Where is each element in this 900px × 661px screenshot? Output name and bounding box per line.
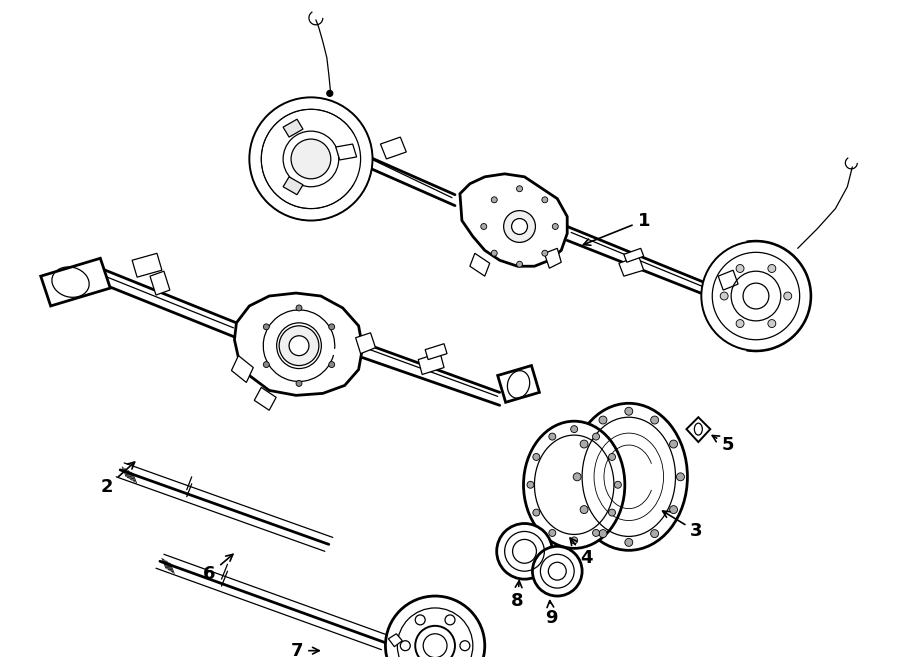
- Polygon shape: [336, 144, 356, 160]
- Circle shape: [289, 336, 309, 356]
- Circle shape: [549, 433, 556, 440]
- Circle shape: [768, 264, 776, 272]
- Text: 7: 7: [291, 642, 319, 660]
- Circle shape: [517, 261, 523, 267]
- Circle shape: [580, 440, 588, 448]
- Polygon shape: [470, 253, 490, 276]
- Circle shape: [415, 615, 425, 625]
- Polygon shape: [234, 293, 363, 395]
- Polygon shape: [687, 417, 710, 442]
- Text: 1: 1: [583, 212, 650, 245]
- Text: 5: 5: [712, 436, 734, 454]
- Circle shape: [460, 641, 470, 650]
- Circle shape: [385, 596, 485, 661]
- Text: 3: 3: [662, 511, 703, 541]
- Circle shape: [599, 529, 607, 537]
- Polygon shape: [132, 253, 162, 277]
- Polygon shape: [150, 271, 170, 295]
- Polygon shape: [460, 174, 567, 266]
- Circle shape: [400, 641, 410, 650]
- Circle shape: [701, 241, 811, 351]
- Polygon shape: [418, 353, 444, 375]
- Circle shape: [599, 416, 607, 424]
- Circle shape: [327, 91, 333, 97]
- Circle shape: [736, 264, 744, 272]
- Circle shape: [571, 426, 578, 432]
- Polygon shape: [619, 256, 644, 276]
- Circle shape: [670, 506, 678, 514]
- Circle shape: [296, 305, 302, 311]
- Polygon shape: [381, 137, 406, 159]
- Circle shape: [328, 362, 335, 368]
- Text: 8: 8: [511, 581, 524, 610]
- Circle shape: [549, 529, 556, 537]
- Text: 4: 4: [570, 538, 592, 567]
- Circle shape: [264, 362, 269, 368]
- Circle shape: [279, 326, 319, 366]
- Polygon shape: [255, 387, 276, 410]
- Circle shape: [542, 251, 548, 256]
- Circle shape: [608, 509, 616, 516]
- Circle shape: [573, 473, 581, 481]
- Circle shape: [542, 197, 548, 203]
- Polygon shape: [425, 344, 447, 360]
- Circle shape: [533, 547, 582, 596]
- Circle shape: [497, 524, 553, 579]
- Circle shape: [296, 381, 302, 387]
- Polygon shape: [544, 249, 562, 268]
- Circle shape: [249, 97, 373, 221]
- Polygon shape: [356, 332, 375, 354]
- Polygon shape: [231, 356, 253, 383]
- Circle shape: [264, 324, 269, 330]
- Circle shape: [768, 319, 776, 328]
- Circle shape: [736, 319, 744, 328]
- Polygon shape: [389, 634, 402, 646]
- Circle shape: [651, 416, 659, 424]
- Polygon shape: [284, 177, 303, 195]
- Circle shape: [580, 506, 588, 514]
- Ellipse shape: [524, 421, 625, 549]
- Text: 9: 9: [545, 601, 558, 627]
- Text: 2: 2: [101, 462, 135, 496]
- Polygon shape: [284, 119, 303, 137]
- Circle shape: [625, 539, 633, 547]
- Polygon shape: [718, 270, 738, 290]
- Circle shape: [784, 292, 792, 300]
- Circle shape: [571, 537, 578, 544]
- Circle shape: [504, 211, 536, 243]
- Circle shape: [291, 139, 331, 179]
- Ellipse shape: [571, 403, 688, 551]
- Circle shape: [592, 433, 599, 440]
- Circle shape: [670, 440, 678, 448]
- Circle shape: [527, 481, 534, 488]
- Circle shape: [651, 529, 659, 537]
- Circle shape: [517, 186, 523, 192]
- Polygon shape: [624, 249, 644, 262]
- Circle shape: [720, 292, 728, 300]
- Circle shape: [481, 223, 487, 229]
- Circle shape: [625, 407, 633, 415]
- Circle shape: [533, 453, 540, 461]
- Circle shape: [592, 529, 599, 537]
- Circle shape: [491, 197, 497, 203]
- Circle shape: [533, 509, 540, 516]
- Circle shape: [608, 453, 616, 461]
- Circle shape: [491, 251, 497, 256]
- Circle shape: [553, 223, 558, 229]
- Circle shape: [511, 219, 527, 235]
- Circle shape: [615, 481, 621, 488]
- Circle shape: [445, 615, 455, 625]
- Polygon shape: [498, 366, 539, 403]
- Circle shape: [328, 324, 335, 330]
- Polygon shape: [40, 258, 111, 306]
- Text: 6: 6: [203, 555, 233, 583]
- Circle shape: [415, 626, 455, 661]
- Circle shape: [677, 473, 684, 481]
